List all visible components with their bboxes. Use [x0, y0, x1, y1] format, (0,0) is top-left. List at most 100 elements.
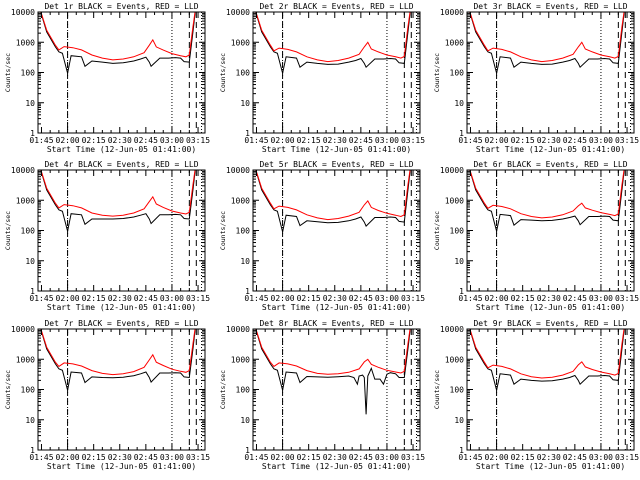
x-tick-label: 01:45: [244, 453, 268, 462]
x-axis-label: Start Time (12-Jun-05 01:41:00): [476, 303, 625, 312]
x-tick-label: 02:00: [485, 294, 509, 303]
y-axis-label: Counts/sec: [433, 370, 441, 409]
x-tick-label: 02:00: [56, 294, 80, 303]
x-tick-label: 01:45: [29, 136, 53, 145]
y-tick-label: 1000: [231, 38, 250, 47]
x-axis-label: Start Time (12-Jun-05 01:41:00): [476, 145, 625, 154]
x-tick-label: 02:30: [537, 136, 561, 145]
x-tick-label: 03:00: [160, 294, 184, 303]
y-tick-label: 10: [240, 416, 250, 425]
y-tick-label: 1000: [16, 38, 35, 47]
x-tick-label: 02:45: [563, 136, 587, 145]
x-tick-label: 02:15: [511, 136, 535, 145]
y-tick-label: 10: [25, 257, 35, 266]
x-tick-label: 02:15: [82, 136, 106, 145]
series-events-line: [40, 12, 196, 74]
series-lld-line: [469, 170, 625, 219]
series-events-line: [469, 329, 625, 391]
y-tick-label: 1: [30, 446, 35, 455]
x-tick-label: 02:15: [82, 453, 106, 462]
y-tick-label: 100: [21, 69, 36, 78]
x-tick-label: 03:15: [186, 294, 210, 303]
x-tick-label: 02:15: [511, 294, 535, 303]
series-events-line: [469, 170, 625, 232]
x-tick-label: 03:00: [589, 136, 613, 145]
x-axis-label: Start Time (12-Jun-05 01:41:00): [262, 145, 411, 154]
y-tick-label: 1: [30, 287, 35, 296]
x-tick-label: 02:45: [349, 294, 373, 303]
x-tick-label: 01:45: [458, 453, 482, 462]
x-tick-label: 02:30: [108, 453, 132, 462]
x-tick-label: 01:45: [458, 294, 482, 303]
x-tick-label: 03:00: [160, 453, 184, 462]
x-tick-label: 02:45: [134, 294, 158, 303]
y-axis-label: Counts/sec: [219, 211, 227, 250]
y-tick-label: 10: [454, 99, 464, 108]
x-tick-label: 02:00: [271, 136, 295, 145]
y-tick-label: 10000: [440, 8, 464, 17]
series-lld-line: [40, 12, 196, 61]
panel-title: Det 2r BLACK = Events, RED = LLD: [259, 2, 413, 11]
x-tick-label: 02:30: [108, 294, 132, 303]
x-tick-label: 03:00: [589, 294, 613, 303]
panel-title: Det 9r BLACK = Events, RED = LLD: [473, 319, 627, 328]
x-tick-label: 02:15: [297, 136, 321, 145]
series-lld-line: [255, 329, 411, 375]
x-tick-label: 03:00: [375, 453, 399, 462]
x-tick-label: 02:30: [537, 294, 561, 303]
detector-panel-3: 1 10 100 1000 10000 01:45 02:00 02:15 02:30 02:45…: [433, 2, 639, 154]
x-tick-label: 01:45: [29, 294, 53, 303]
panel-title: Det 5r BLACK = Events, RED = LLD: [259, 160, 413, 169]
x-tick-label: 02:00: [271, 453, 295, 462]
x-tick-label: 03:15: [186, 136, 210, 145]
y-tick-label: 10000: [226, 166, 250, 175]
y-axis-label: Counts/sec: [433, 211, 441, 250]
y-tick-label: 10: [25, 99, 35, 108]
x-tick-label: 03:15: [401, 136, 425, 145]
x-tick-label: 02:45: [563, 294, 587, 303]
y-tick-label: 1: [245, 129, 250, 138]
x-tick-label: 02:00: [56, 136, 80, 145]
x-tick-label: 02:45: [134, 453, 158, 462]
plot-frame: [252, 169, 421, 292]
x-axis-label: Start Time (12-Jun-05 01:41:00): [47, 145, 196, 154]
y-tick-label: 10: [454, 257, 464, 266]
panel-title: Det 7r BLACK = Events, RED = LLD: [44, 319, 198, 328]
y-tick-label: 1000: [231, 355, 250, 364]
y-tick-label: 100: [236, 69, 251, 78]
x-tick-label: 03:15: [186, 453, 210, 462]
panel-title: Det 1r BLACK = Events, RED = LLD: [44, 2, 198, 11]
series-lld-line: [255, 170, 411, 221]
x-tick-label: 02:15: [297, 453, 321, 462]
x-tick-label: 03:00: [375, 136, 399, 145]
x-axis-label: Start Time (12-Jun-05 01:41:00): [476, 462, 625, 471]
x-axis-label: Start Time (12-Jun-05 01:41:00): [47, 462, 196, 471]
series-events-line: [255, 329, 411, 415]
plot-frame: [252, 11, 421, 134]
y-tick-label: 10: [25, 416, 35, 425]
y-axis-label: Counts/sec: [4, 53, 12, 92]
x-tick-label: 01:45: [244, 294, 268, 303]
y-tick-label: 1000: [16, 355, 35, 364]
x-tick-label: 03:15: [615, 294, 639, 303]
detector-panel-6: 1 10 100 1000 10000 01:45 02:00 02:15 02:30 02:45…: [433, 160, 639, 312]
x-tick-label: 02:15: [82, 294, 106, 303]
x-tick-label: 01:45: [244, 136, 268, 145]
y-tick-label: 10: [240, 257, 250, 266]
y-tick-label: 1: [30, 129, 35, 138]
x-tick-label: 02:45: [563, 453, 587, 462]
y-tick-label: 1: [459, 446, 464, 455]
detector-panel-2: 1 10 100 1000 10000 01:45 02:00 02:15 02:30 02:45…: [219, 2, 425, 154]
x-tick-label: 03:15: [615, 136, 639, 145]
y-tick-label: 1000: [16, 196, 35, 205]
x-tick-label: 02:30: [323, 453, 347, 462]
y-tick-label: 10000: [440, 325, 464, 334]
series-lld-line: [469, 329, 625, 379]
x-tick-label: 02:00: [485, 136, 509, 145]
y-tick-label: 10000: [11, 325, 35, 334]
y-tick-label: 1000: [231, 196, 250, 205]
y-tick-label: 100: [236, 227, 251, 236]
detector-panel-8: 1 10 100 1000 10000 01:45 02:00 02:15 02:30 02:45…: [219, 319, 425, 471]
y-tick-label: 10: [240, 99, 250, 108]
